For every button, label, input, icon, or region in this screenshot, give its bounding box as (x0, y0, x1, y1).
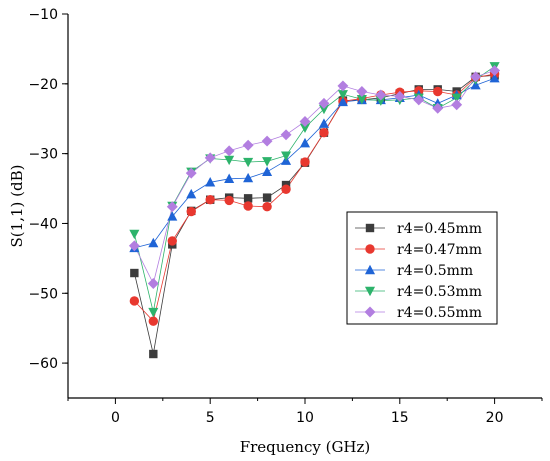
legend-label: r4=0.47mm (397, 242, 482, 258)
series-line-2 (134, 77, 495, 249)
data-point (375, 96, 386, 106)
data-point (470, 71, 482, 83)
data-point (451, 93, 462, 104)
data-point (300, 157, 310, 167)
x-axis-title: Frequency (GHz) (240, 438, 371, 456)
data-point (299, 123, 311, 134)
data-point (356, 86, 368, 97)
data-point (185, 167, 197, 179)
data-point (204, 152, 216, 164)
data-point (186, 188, 197, 199)
legend-marker (364, 264, 376, 275)
data-point (262, 166, 273, 176)
legend: r4=0.45mm r4=0.47mm r4=0.5mm r4=0.53mm r4=0.… (346, 211, 498, 325)
data-point (205, 195, 215, 205)
y-axis-title: S(1,1) (dB) (8, 165, 26, 248)
data-point (319, 127, 329, 138)
y-tick-label: −40 (28, 216, 58, 232)
y-tick-label: −20 (28, 77, 58, 93)
data-point (166, 201, 178, 213)
series-markers (128, 62, 501, 359)
data-point (148, 316, 159, 326)
data-point (337, 90, 348, 100)
data-point (130, 268, 139, 278)
x-tick-label: 15 (391, 410, 409, 426)
data-point (281, 184, 291, 194)
data-point (224, 173, 235, 183)
data-point (261, 135, 273, 147)
axes: −60 −50 −40 −30 −20 −10 0 5 10 15 20 (28, 7, 543, 426)
y-tick-label: −30 (28, 147, 58, 163)
data-point (299, 137, 311, 148)
data-point (224, 155, 235, 166)
y-tick-label: −60 (28, 356, 58, 372)
data-point (281, 151, 292, 161)
data-point (413, 94, 425, 106)
data-point (148, 307, 159, 318)
data-point (489, 65, 501, 77)
legend-label: r4=0.53mm (397, 284, 482, 300)
data-point (243, 172, 254, 183)
data-point (148, 237, 159, 248)
data-point (337, 80, 349, 92)
data-point (243, 201, 253, 211)
data-point (129, 296, 140, 306)
data-point (318, 97, 330, 109)
data-point (224, 195, 234, 206)
data-point (243, 157, 254, 168)
data-point (433, 86, 443, 97)
data-point (394, 90, 406, 102)
data-point (243, 194, 253, 203)
data-point (167, 211, 178, 221)
data-point (223, 145, 235, 157)
data-point (167, 236, 177, 246)
data-point (129, 229, 140, 240)
legend-marker (365, 244, 375, 254)
data-point (489, 72, 500, 83)
data-point (262, 201, 272, 212)
data-point (318, 118, 329, 128)
legend-label: r4=0.55mm (397, 305, 482, 321)
data-point (262, 157, 273, 167)
data-point (128, 240, 140, 252)
legend-marker (364, 306, 376, 318)
y-tick-label: −10 (28, 7, 58, 23)
data-point (262, 193, 272, 202)
data-point (451, 99, 463, 111)
data-point (205, 177, 216, 187)
y-tick-label: −50 (28, 286, 58, 302)
x-tick-label: 0 (111, 410, 120, 426)
legend-marker (364, 286, 376, 297)
data-point (375, 89, 387, 101)
data-point (242, 139, 254, 151)
x-tick-label: 10 (296, 410, 314, 426)
data-point (356, 94, 367, 105)
legend-label: r4=0.45mm (397, 221, 482, 237)
data-point (147, 278, 159, 289)
data-point (186, 206, 196, 217)
x-tick-label: 5 (206, 410, 215, 426)
data-point (280, 129, 292, 141)
data-point (318, 104, 329, 115)
legend-marker (365, 223, 375, 233)
data-point (337, 96, 348, 107)
data-point (432, 102, 444, 114)
data-point (299, 116, 311, 127)
data-point (149, 349, 158, 359)
legend-label: r4=0.5mm (397, 263, 473, 279)
x-tick-label: 20 (486, 410, 504, 426)
